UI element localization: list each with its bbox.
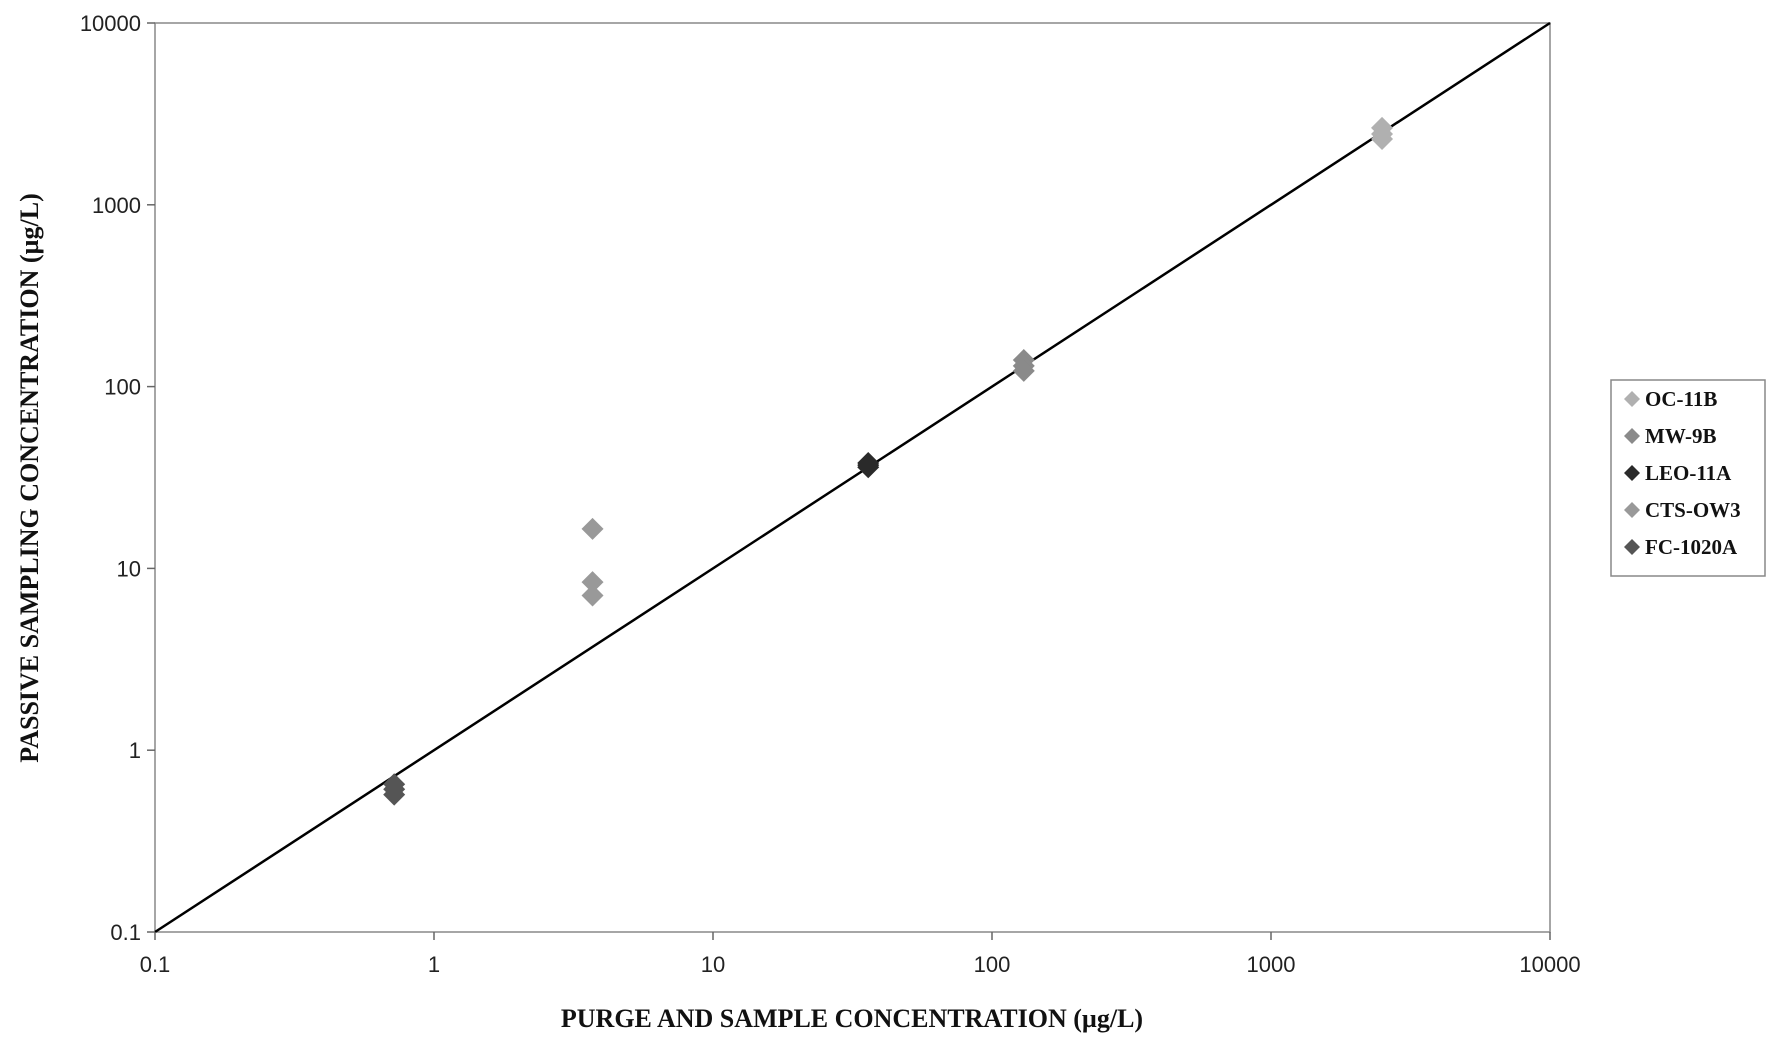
x-tick-label: 0.1: [140, 952, 171, 977]
legend-marker-leo-11a: [1624, 465, 1640, 481]
x-axis-title: PURGE AND SAMPLE CONCENTRATION (µg/L): [561, 1004, 1143, 1033]
legend: OC-11B MW-9B LEO-11A CTS-OW3 FC-1020A: [1610, 379, 1766, 577]
legend-marker-fc-1020a: [1624, 539, 1640, 555]
y-axis-title: PASSIVE SAMPLING CONCENTRATION (µg/L): [15, 193, 44, 762]
data-point-fc-1020a: [383, 783, 406, 806]
legend-label-oc-11b: OC-11B: [1645, 387, 1717, 411]
data-point-leo-11a: [857, 456, 880, 479]
legend-label-leo-11a: LEO-11A: [1645, 461, 1732, 485]
y-tick-label: 0.1: [110, 920, 141, 945]
x-tick-label: 1: [428, 952, 440, 977]
legend-marker-cts-ow3: [1624, 502, 1640, 518]
legend-items: OC-11B MW-9B LEO-11A CTS-OW3 FC-1020A: [1624, 387, 1741, 559]
data-point-cts-ow3: [581, 517, 604, 540]
y-tick-label: 1000: [92, 193, 141, 218]
x-tick-label: 10: [701, 952, 725, 977]
y-tick-label: 10000: [80, 11, 141, 36]
legend-label-cts-ow3: CTS-OW3: [1645, 498, 1741, 522]
x-tick-label: 100: [974, 952, 1011, 977]
legend-label-fc-1020a: FC-1020A: [1645, 535, 1738, 559]
y-tick-label: 100: [104, 375, 141, 400]
data-point-cts-ow3: [581, 584, 604, 607]
legend-box: [1610, 379, 1766, 577]
legend-label-mw-9b: MW-9B: [1645, 424, 1717, 448]
y-tick-label: 1: [129, 738, 141, 763]
data-points-layer: [383, 116, 1394, 806]
legend-marker-oc-11b: [1624, 391, 1640, 407]
data-point-oc-11b: [1371, 128, 1394, 151]
x-tick-label: 10000: [1519, 952, 1580, 977]
x-tick-label: 1000: [1247, 952, 1296, 977]
data-point-cts-ow3: [581, 571, 604, 594]
data-point-mw-9b: [1012, 359, 1035, 382]
legend-marker-mw-9b: [1624, 428, 1640, 444]
tick-layer: 0.1 1 10 100 1000 10000 0.1 1 10 100 1000 10000: [80, 11, 1581, 977]
y-tick-label: 10: [117, 556, 141, 581]
